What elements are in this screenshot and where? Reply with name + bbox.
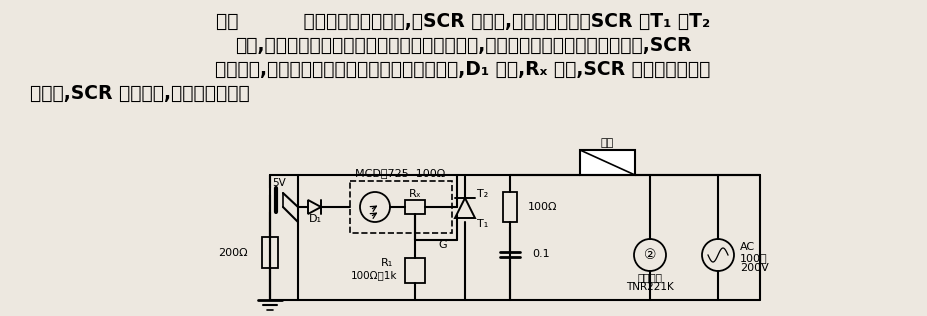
Bar bbox=[580, 150, 635, 175]
Bar bbox=[262, 237, 278, 268]
Text: 之间,从而使其控制极有足够大的电流触发其导通,电流流过负载。在交流电过零时,SCR: 之间,从而使其控制极有足够大的电流触发其导通,电流流过负载。在交流电过零时,SC… bbox=[235, 36, 692, 55]
Text: MCD－725  100Ω: MCD－725 100Ω bbox=[355, 168, 445, 178]
Text: 100Ω: 100Ω bbox=[528, 202, 557, 212]
Text: 可变电阻: 可变电阻 bbox=[638, 272, 663, 282]
Text: 负载: 负载 bbox=[601, 138, 614, 148]
Text: 100～: 100～ bbox=[740, 253, 768, 263]
Bar bbox=[350, 181, 452, 233]
Text: ②: ② bbox=[643, 248, 656, 262]
Text: R₁: R₁ bbox=[381, 258, 393, 268]
Text: AC: AC bbox=[740, 242, 756, 252]
Text: D₁: D₁ bbox=[309, 214, 322, 224]
Text: G: G bbox=[438, 240, 448, 250]
Bar bbox=[503, 192, 517, 222]
Bar bbox=[405, 258, 425, 283]
Text: 100Ω～1k: 100Ω～1k bbox=[350, 270, 397, 280]
Text: 如图          所示的过零开关电路,在SCR 截止时,电源电压全加在SCR 的T₁ 与T₂: 如图 所示的过零开关电路,在SCR 截止时,电源电压全加在SCR 的T₁ 与T₂ bbox=[216, 12, 710, 31]
Text: 200Ω: 200Ω bbox=[219, 247, 248, 258]
Text: TNR221K: TNR221K bbox=[626, 282, 674, 292]
Text: Rₓ: Rₓ bbox=[409, 189, 422, 199]
Text: 200V: 200V bbox=[740, 263, 768, 273]
Text: 发电流,SCR 维持截止,负载没有电流。: 发电流,SCR 维持截止,负载没有电流。 bbox=[30, 84, 249, 103]
Text: 0.1: 0.1 bbox=[532, 249, 550, 259]
Text: T₂: T₂ bbox=[477, 189, 489, 199]
Text: 暂时截止,直到输入信号消失为止。输入信号消失,D₁ 熄灭,Rₓ 增大,SCR 的控制极没有触: 暂时截止,直到输入信号消失为止。输入信号消失,D₁ 熄灭,Rₓ 增大,SCR 的… bbox=[215, 60, 711, 79]
Text: 5V: 5V bbox=[272, 178, 286, 188]
Text: T₁: T₁ bbox=[477, 219, 489, 229]
Bar bbox=[405, 200, 425, 214]
